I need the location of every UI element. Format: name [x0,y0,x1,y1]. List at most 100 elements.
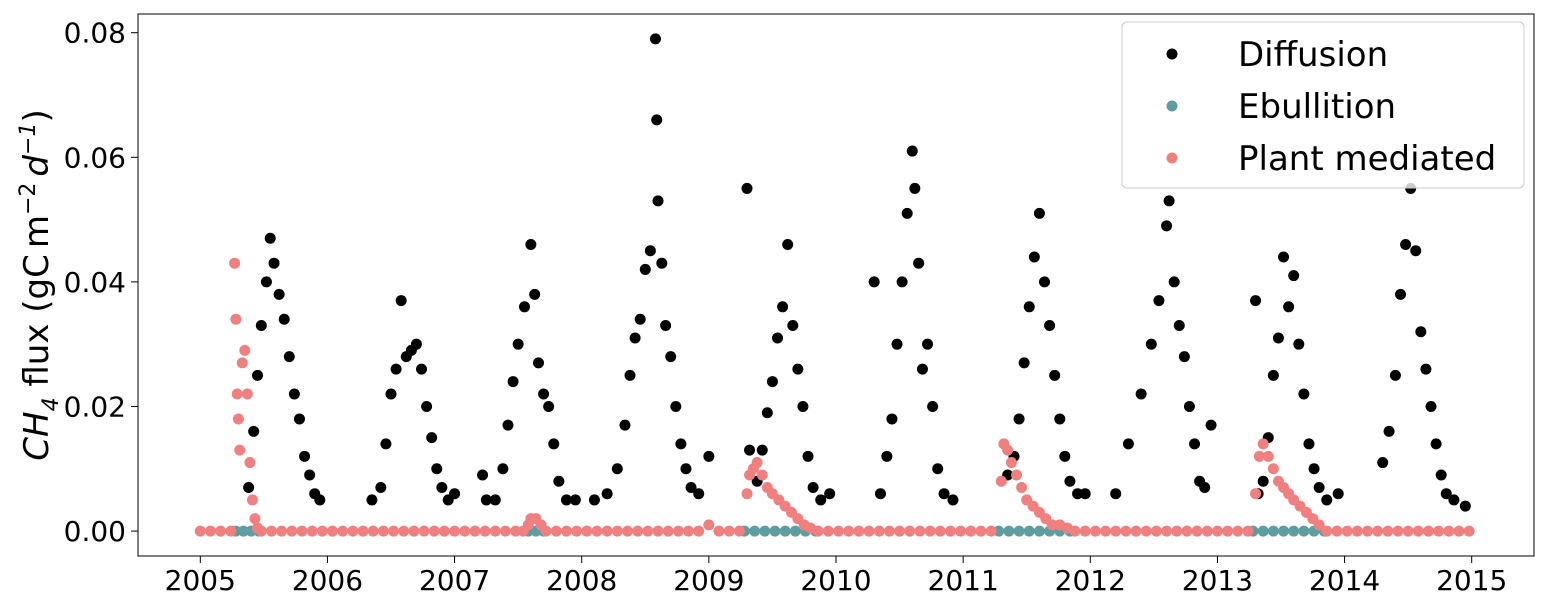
point [1135,388,1147,400]
point [337,525,349,537]
point [868,276,880,288]
point [286,525,298,537]
point [656,257,668,269]
point [1389,369,1401,381]
point [1298,388,1310,400]
x-tick-label: 2015 [1436,564,1507,597]
point [252,369,264,381]
point [532,357,544,369]
point [881,450,893,462]
point [1178,351,1190,363]
point [497,463,509,475]
point [1122,438,1134,450]
point [1293,338,1305,350]
point [215,525,227,537]
point [741,488,753,500]
point [624,369,636,381]
point [1361,525,1373,537]
point [1448,494,1460,506]
point [1189,438,1201,450]
legend-label: Plant mediated [1238,139,1496,179]
point [581,525,593,537]
point [550,525,562,537]
y-axis-label-part: ) [17,109,57,122]
point [1433,525,1445,537]
point [621,525,633,537]
x-tick-label: 2013 [1182,564,1253,597]
point [843,525,855,537]
point [1250,488,1262,500]
y-tick-label: 0.04 [64,266,126,299]
y-axis-label-part: 4 [39,397,64,411]
legend-label: Diffusion [1238,35,1388,75]
point [273,288,285,300]
point [787,319,799,331]
point [489,494,501,506]
point [1351,525,1363,537]
point [756,444,768,456]
point [909,182,921,194]
point [934,525,946,537]
point [265,525,277,537]
point [1201,525,1213,537]
point [1222,525,1234,537]
point [571,525,583,537]
point [293,413,305,425]
point [733,525,745,537]
point [802,450,814,462]
point [1250,295,1262,307]
point [347,525,359,537]
point [204,525,216,537]
point [1435,469,1447,481]
point [388,525,400,537]
point [1205,419,1217,431]
point [1377,457,1389,469]
point [260,276,272,288]
point [642,525,654,537]
point [675,438,687,450]
point [1046,519,1058,531]
point [255,525,267,537]
point [299,450,311,462]
point [416,363,428,375]
point [651,114,663,126]
point [749,525,761,537]
point [1130,525,1142,537]
point [1145,338,1157,350]
point [1140,525,1152,537]
point [1211,525,1223,537]
point [398,525,410,537]
point [543,400,555,412]
point [975,525,987,537]
point [1430,438,1442,450]
point [944,525,956,537]
y-axis-label-part: −2 [16,183,41,215]
point [680,463,692,475]
y-axis-label-part: flux (gC [17,254,57,397]
point [395,295,407,307]
point [1064,475,1076,487]
point [1308,463,1320,475]
point [449,488,461,500]
point [499,525,511,537]
x-tick-label: 2011 [928,564,999,597]
point [683,525,695,537]
point [1321,525,1333,537]
point [489,525,501,537]
point [316,525,328,537]
point [744,444,756,456]
point [327,525,339,537]
point [431,463,443,475]
point [225,525,237,537]
legend-marker [1166,48,1178,60]
point [264,232,276,244]
point [822,525,834,537]
point [249,513,261,525]
point [955,525,967,537]
point [1161,220,1173,232]
point [995,475,1007,487]
x-tick-label: 2014 [1309,564,1380,597]
point [234,444,246,456]
point [255,319,267,331]
point [525,239,537,251]
